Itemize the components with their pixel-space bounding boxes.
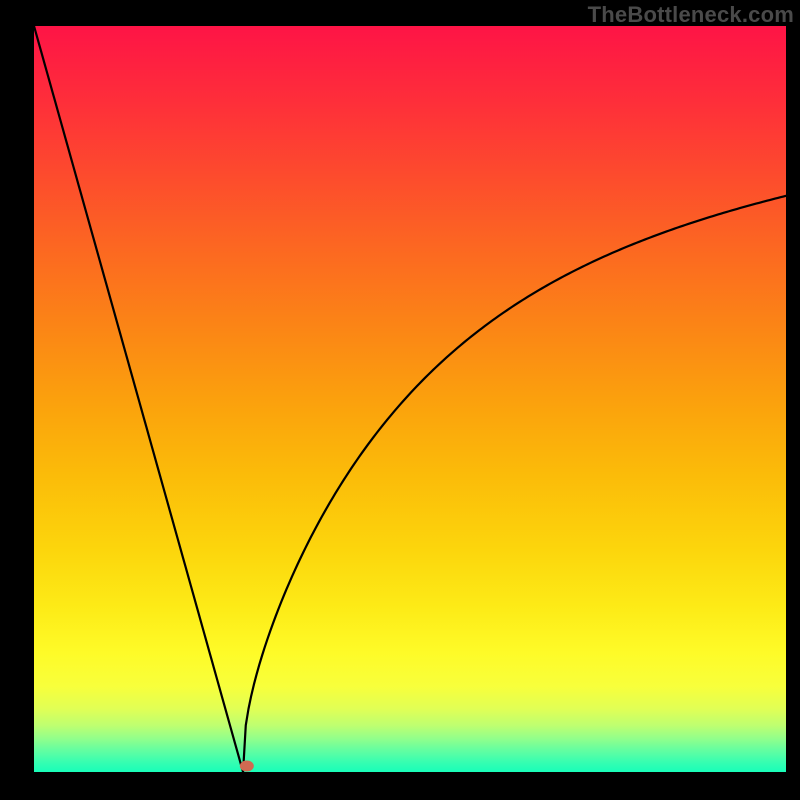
watermark-label: TheBottleneck.com [588,2,794,28]
plot-area [34,26,786,772]
optimum-marker [240,761,254,772]
chart-svg [0,0,800,800]
bottleneck-chart: TheBottleneck.com [0,0,800,800]
